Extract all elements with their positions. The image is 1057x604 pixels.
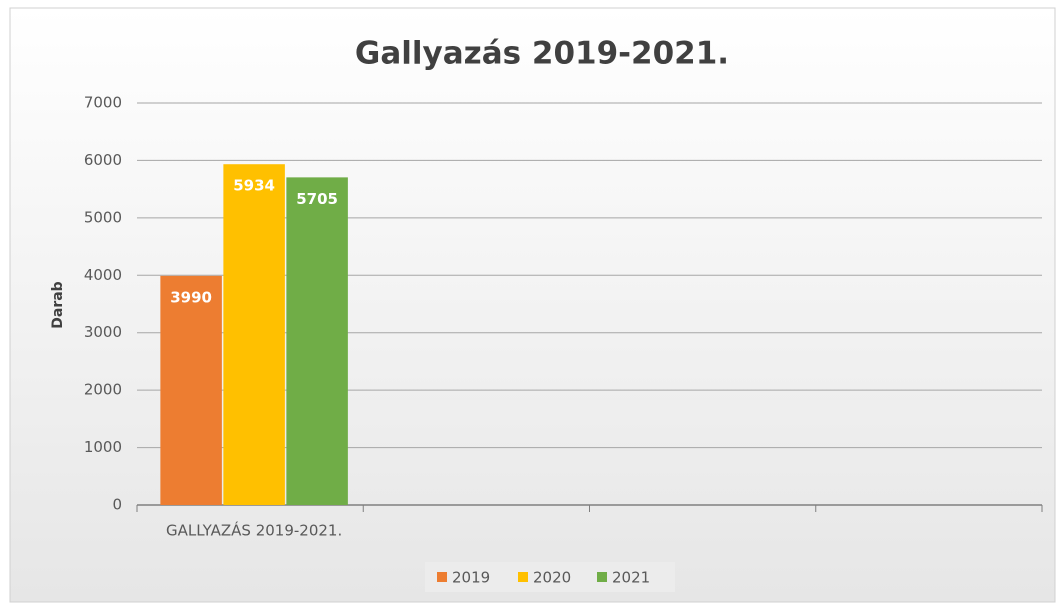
y-axis-label: Darab xyxy=(50,281,66,328)
legend-label: 2021 xyxy=(612,569,650,587)
y-tick-label: 7000 xyxy=(84,94,122,112)
y-tick-label: 6000 xyxy=(84,151,122,169)
legend-box xyxy=(425,562,675,592)
y-tick-label: 0 xyxy=(112,496,122,514)
legend-label: 2019 xyxy=(452,569,490,587)
y-tick-label: 5000 xyxy=(84,208,122,226)
x-tick-label: GALLYAZÁS 2019-2021. xyxy=(166,521,342,540)
y-tick-label: 2000 xyxy=(84,381,122,399)
legend-swatch xyxy=(437,572,447,582)
bar xyxy=(223,164,285,505)
chart-title: Gallyazás 2019-2021. xyxy=(355,36,729,72)
bar xyxy=(286,177,348,505)
bar xyxy=(160,275,222,505)
y-tick-label: 1000 xyxy=(84,438,122,456)
y-tick-label: 4000 xyxy=(84,266,122,284)
legend-label: 2020 xyxy=(533,569,571,587)
legend-swatch xyxy=(518,572,528,582)
data-label: 5705 xyxy=(296,190,338,208)
legend-swatch xyxy=(597,572,607,582)
y-tick-label: 3000 xyxy=(84,323,122,341)
data-label: 5934 xyxy=(233,177,275,195)
data-label: 3990 xyxy=(170,288,212,306)
